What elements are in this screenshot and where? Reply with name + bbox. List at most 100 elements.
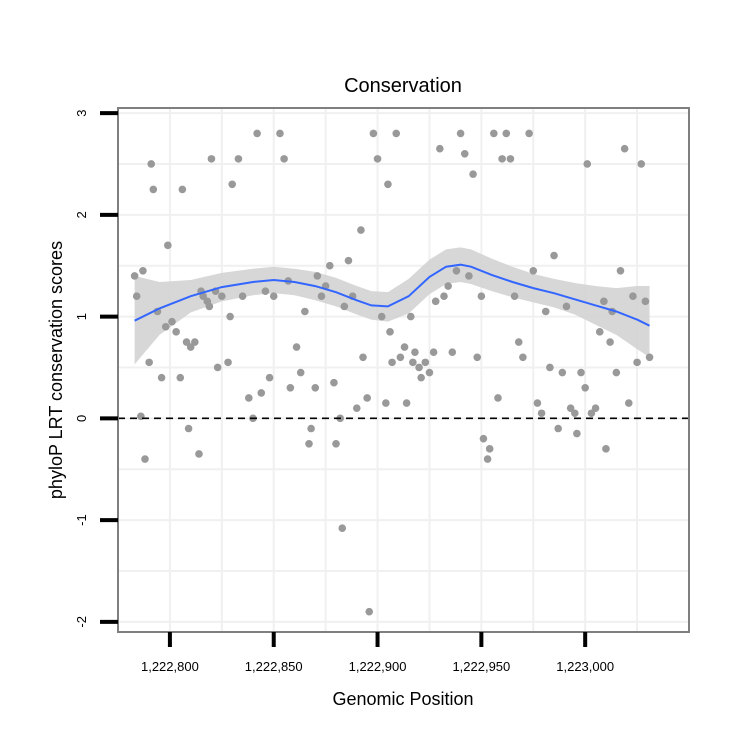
data-point (228, 180, 236, 189)
data-point (139, 266, 147, 275)
data-point (344, 256, 353, 265)
data-point (157, 373, 166, 382)
data-point (132, 292, 141, 301)
data-point (226, 312, 234, 321)
data-point (164, 241, 172, 250)
data-point (529, 266, 538, 275)
data-point (149, 185, 158, 194)
data-point (448, 348, 457, 356)
data-point (365, 607, 374, 616)
data-point (402, 399, 411, 407)
data-point (207, 155, 216, 163)
data-point (587, 409, 596, 418)
data-point (409, 358, 417, 367)
data-point (392, 129, 401, 138)
data-point (305, 439, 313, 448)
data-point (577, 368, 585, 377)
data-point (465, 272, 473, 280)
data-point (541, 307, 550, 316)
data-point (469, 170, 477, 178)
data-point (525, 129, 533, 138)
data-point (498, 155, 506, 163)
data-point (191, 338, 199, 346)
confidence-band-layer (134, 247, 650, 365)
data-point (421, 358, 430, 367)
data-point (280, 155, 288, 163)
data-point (276, 129, 284, 138)
data-point (286, 384, 295, 392)
data-point (533, 399, 542, 407)
data-point (199, 292, 207, 301)
y-tick-label: 2 (74, 211, 89, 218)
data-point (352, 404, 361, 412)
data-point (546, 363, 554, 372)
data-point (406, 312, 415, 321)
x-tick-label: 1,222,850 (245, 659, 303, 674)
data-point (485, 445, 494, 453)
data-point (311, 384, 320, 392)
data-point (436, 144, 444, 153)
data-point (519, 353, 527, 362)
data-point (645, 353, 654, 362)
data-point (265, 373, 274, 382)
data-point (641, 297, 650, 306)
data-point (425, 368, 434, 377)
y-tick-label: -2 (74, 616, 89, 628)
data-point (550, 251, 558, 260)
data-point (338, 524, 347, 533)
data-point (633, 358, 641, 367)
data-point (388, 358, 396, 367)
data-point (411, 348, 419, 356)
data-point (460, 149, 469, 158)
data-point (566, 404, 575, 412)
data-point (502, 129, 511, 138)
data-point (431, 297, 440, 306)
data-point (245, 394, 253, 402)
data-point (224, 358, 232, 367)
data-point (494, 394, 502, 402)
data-point (558, 368, 567, 377)
data-point (161, 322, 170, 331)
data-point (384, 180, 392, 189)
y-tick-label: 3 (74, 109, 89, 116)
data-point (396, 353, 405, 362)
data-point (637, 160, 646, 168)
data-point (452, 266, 461, 275)
data-point (261, 287, 270, 295)
data-point (602, 445, 610, 453)
data-point (307, 424, 315, 433)
data-point (292, 343, 301, 351)
data-point (382, 399, 390, 407)
data-point (234, 155, 243, 163)
data-point (213, 363, 222, 372)
data-point (257, 389, 266, 397)
data-point (269, 292, 278, 301)
points-layer (130, 129, 654, 616)
x-tick-label: 1,222,900 (349, 659, 407, 674)
data-point (205, 302, 214, 311)
data-point (591, 404, 600, 412)
data-point (506, 155, 515, 163)
panel-border (117, 107, 690, 633)
x-axis-title: Genomic Position (332, 689, 473, 709)
data-point (514, 338, 523, 346)
data-point (369, 129, 378, 138)
data-point (562, 302, 571, 311)
data-point (415, 363, 423, 372)
data-point (483, 455, 492, 463)
data-point (537, 409, 546, 418)
data-point (583, 160, 592, 168)
data-point (238, 292, 247, 301)
data-point (184, 424, 193, 433)
data-point (479, 434, 488, 443)
data-point (325, 261, 334, 270)
data-point (313, 272, 322, 280)
data-point (145, 358, 153, 367)
data-point (317, 292, 326, 301)
axis-ticks: 1,222,800 1,222,850 1,222,900 1,222,950 1,22… (74, 109, 614, 674)
x-tick-label: 1,223,000 (556, 659, 614, 674)
y-axis-title: phyloP LRT conservation scores (46, 241, 66, 499)
data-point (357, 226, 365, 234)
x-tick-label: 1,222,800 (141, 659, 199, 674)
